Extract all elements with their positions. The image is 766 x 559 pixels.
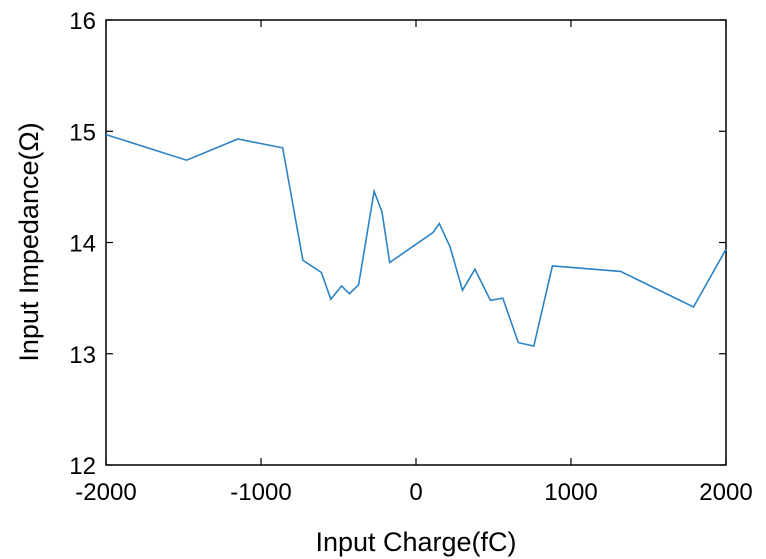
x-tick-label: -1000: [230, 479, 291, 506]
y-tick-label: 13: [69, 342, 96, 369]
x-tick-label: -2000: [75, 479, 136, 506]
x-axis-title: Input Charge(fC): [315, 527, 516, 557]
series-line: [105, 133, 727, 347]
x-axis: -2000 -1000 0 1000 2000: [75, 20, 753, 506]
x-tick-label: 1000: [544, 479, 597, 506]
plot-area: [105, 19, 727, 466]
y-tick-label: 16: [69, 8, 96, 35]
y-tick-label: 15: [69, 119, 96, 146]
y-axis: 12 13 14 15 16: [69, 8, 726, 480]
y-axis-title: Input Impedance(Ω): [14, 122, 44, 361]
y-tick-label: 12: [69, 453, 96, 480]
x-tick-label: 2000: [699, 479, 752, 506]
x-tick-label: 0: [409, 479, 422, 506]
y-tick-label: 14: [69, 231, 96, 258]
